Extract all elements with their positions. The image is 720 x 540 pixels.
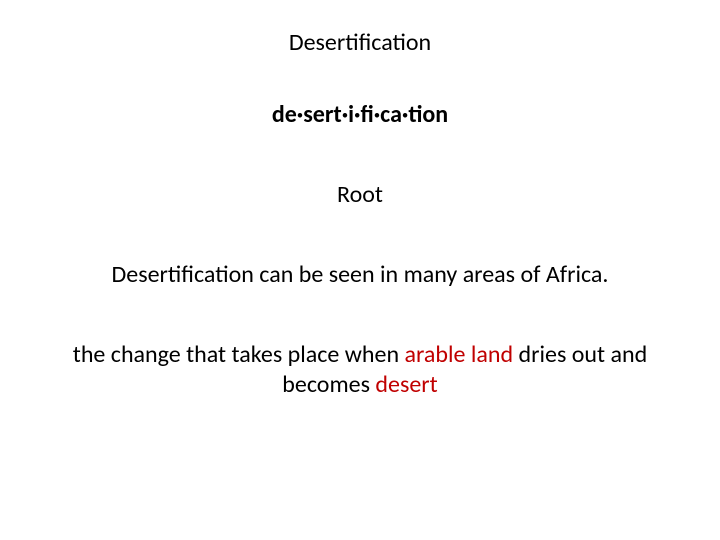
definition: the change that takes place when arable … [0,340,720,400]
definition-highlight-2: desert [375,370,437,399]
example-sentence: Desertification can be seen in many area… [0,260,720,289]
slide: Desertification de·sert·i·fi·ca·tion Roo… [0,0,720,540]
word-title: Desertification [0,28,720,57]
definition-highlight-1: arable land [405,340,514,369]
root-label: Root [0,180,720,209]
definition-pre: the change that takes place when [73,340,405,369]
syllable-breakdown: de·sert·i·fi·ca·tion [0,100,720,129]
